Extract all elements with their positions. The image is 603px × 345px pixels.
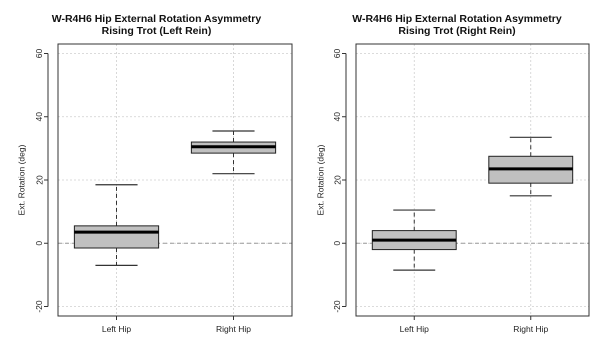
y-tick-label: 60 (332, 48, 342, 58)
boxplot-right-rein: -20 0 20 40 60 Ext. Rotation (deg) Left Hip Rig… (315, 43, 590, 334)
x-tick-label: Right Hip (216, 324, 251, 334)
y-axis-label: Ext. Rotation (deg) (315, 144, 325, 215)
y-tick-label: 0 (332, 241, 342, 246)
y-axis-label: Ext. Rotation (deg) (16, 144, 26, 215)
plot-frame (57, 43, 293, 317)
chart-panel-right-rein: W-R4H6 Hip External Rotation Asymmetry R… (301, 0, 603, 345)
box-left-hip (73, 225, 160, 249)
y-tick-label: 20 (34, 175, 44, 185)
y-tick-label: 40 (34, 112, 44, 122)
chart-subtitle: Rising Trot (Right Rein) (398, 25, 516, 37)
chart-panel-left-rein: W-R4H6 Hip External Rotation Asymmetry R… (0, 0, 301, 345)
y-tick-label: 0 (34, 241, 44, 246)
boxplot-left-rein: -20 0 20 40 60 Ext. Rotation (deg) Left Hip Rig… (16, 43, 293, 334)
chart-title: W-R4H6 Hip External Rotation Asymmetry (51, 13, 262, 25)
x-tick-label: Left Hip (102, 324, 132, 334)
y-tick-label: -20 (34, 300, 44, 313)
plot-frame (355, 43, 590, 317)
y-tick-label: 20 (332, 175, 342, 185)
y-tick-label: 40 (332, 112, 342, 122)
y-tick-label: -20 (332, 300, 342, 313)
y-tick-label: 60 (34, 48, 44, 58)
x-tick-label: Left Hip (400, 324, 430, 334)
chart-title: W-R4H6 Hip External Rotation Asymmetry (352, 13, 562, 25)
chart-subtitle: Rising Trot (Left Rein) (101, 25, 212, 37)
x-tick-label: Right Hip (513, 324, 548, 334)
